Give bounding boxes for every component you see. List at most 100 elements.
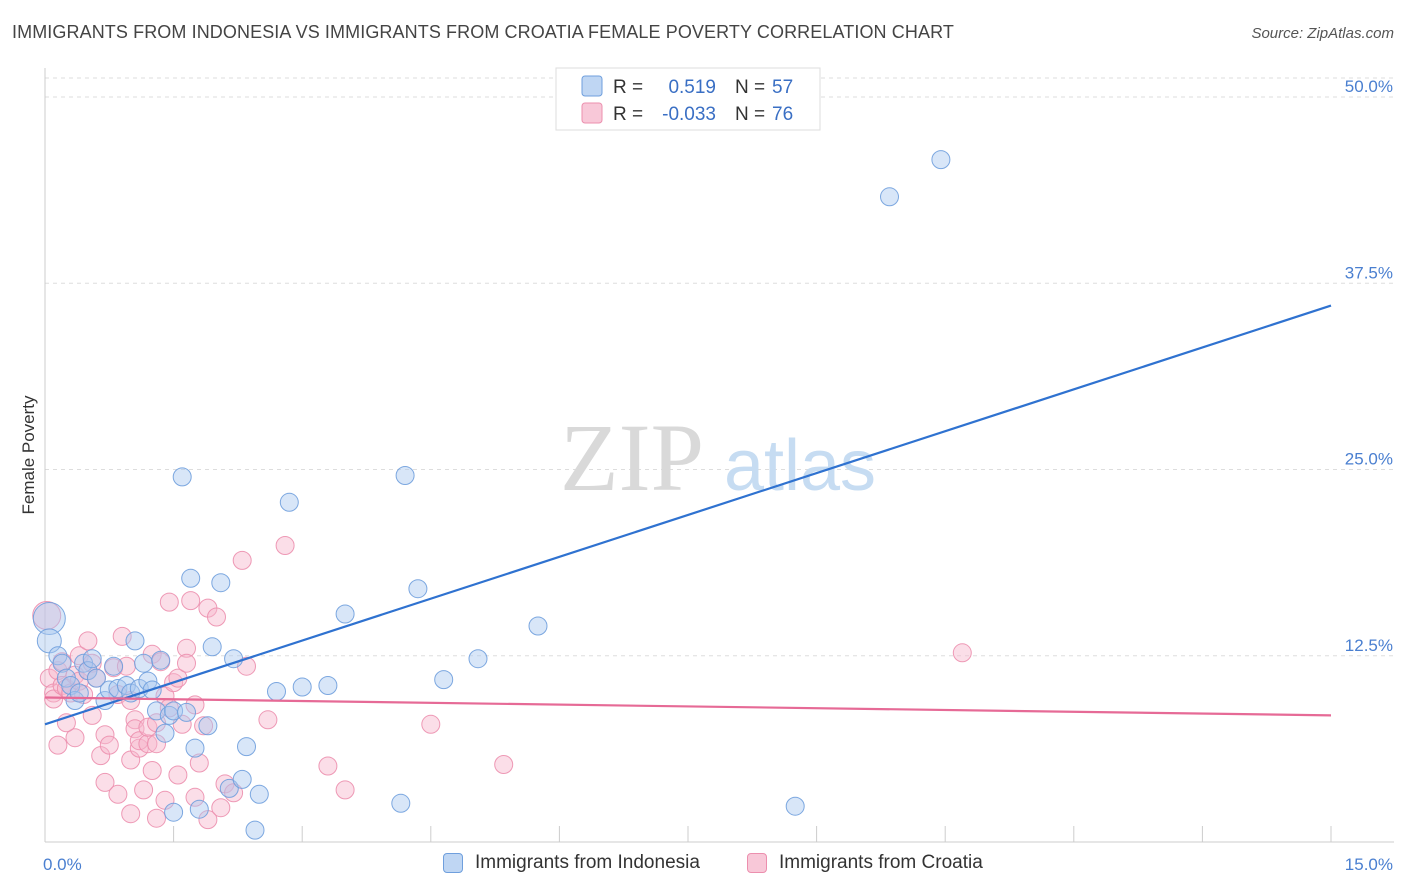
point-croatia xyxy=(181,591,201,611)
legend-r-value-indonesia: 0.519 xyxy=(668,77,716,98)
y-axis-label: Female Poverty xyxy=(19,395,38,515)
point-indonesia xyxy=(185,738,205,758)
y-tick-label: 50.0% xyxy=(1345,77,1393,96)
y-tick-label: 37.5% xyxy=(1345,263,1393,282)
point-croatia xyxy=(48,735,68,755)
legend-n-label-indonesia: N = xyxy=(735,77,765,98)
point-indonesia xyxy=(164,802,184,822)
point-croatia xyxy=(44,689,64,709)
point-indonesia xyxy=(318,676,338,695)
source-label: Source: ZipAtlas.com xyxy=(1251,25,1394,42)
point-indonesia xyxy=(104,656,124,676)
point-indonesia xyxy=(147,701,166,721)
point-croatia xyxy=(318,756,338,776)
point-croatia xyxy=(177,638,196,658)
legend-r-value-croatia: -0.033 xyxy=(662,104,716,125)
point-indonesia xyxy=(95,691,115,710)
x-tick-label: 15.0% xyxy=(1345,855,1393,874)
point-croatia xyxy=(112,626,132,646)
point-indonesia xyxy=(232,769,252,789)
point-indonesia xyxy=(391,793,411,813)
point-indonesia xyxy=(151,650,171,670)
y-tick-label: 25.0% xyxy=(1345,450,1393,469)
trend-layer xyxy=(44,304,1332,726)
point-indonesia xyxy=(279,492,299,512)
watermark-zip: ZIP xyxy=(560,404,704,511)
point-croatia xyxy=(177,653,196,673)
point-indonesia xyxy=(202,637,222,657)
point-croatia xyxy=(65,728,85,748)
point-indonesia xyxy=(249,784,269,804)
point-croatia xyxy=(421,714,441,734)
point-indonesia xyxy=(211,573,231,593)
legend-swatch-croatia xyxy=(581,102,603,124)
point-croatia xyxy=(952,643,972,663)
watermark: ZIP atlas xyxy=(560,404,876,511)
point-croatia xyxy=(335,780,355,800)
point-indonesia xyxy=(335,604,355,624)
legend-swatch-indonesia xyxy=(581,75,603,97)
point-indonesia xyxy=(32,602,66,635)
point-croatia xyxy=(189,753,209,773)
legend-item-croatia[interactable]: Immigrants from Croatia xyxy=(747,852,983,874)
point-indonesia xyxy=(785,796,805,816)
point-indonesia xyxy=(468,649,488,669)
point-croatia xyxy=(258,710,278,730)
point-croatia xyxy=(147,808,166,828)
point-indonesia xyxy=(434,670,454,690)
point-croatia xyxy=(142,761,162,780)
point-croatia xyxy=(138,717,158,737)
point-indonesia xyxy=(237,737,256,757)
point-indonesia xyxy=(931,150,951,170)
point-indonesia xyxy=(155,723,175,743)
point-croatia xyxy=(211,798,231,818)
point-indonesia xyxy=(245,820,265,840)
legend-n-label-croatia: N = xyxy=(735,104,765,125)
point-indonesia xyxy=(528,616,548,636)
legend-bottom-swatch-indonesia xyxy=(443,853,463,873)
legend-bottom-swatch-croatia xyxy=(747,853,767,873)
legend-bottom-label-indonesia: Immigrants from Indonesia xyxy=(475,852,700,873)
point-indonesia xyxy=(181,568,201,588)
legend-bottom: Immigrants from Indonesia Immigrants fro… xyxy=(0,852,1406,878)
legend-item-indonesia[interactable]: Immigrants from Indonesia xyxy=(443,852,700,874)
point-indonesia xyxy=(880,187,899,207)
point-indonesia xyxy=(198,716,218,736)
point-croatia xyxy=(185,787,205,807)
legend-n-value-indonesia: 57 xyxy=(772,77,793,98)
point-indonesia xyxy=(86,668,106,688)
point-indonesia xyxy=(267,682,286,701)
point-croatia xyxy=(494,755,514,774)
point-indonesia xyxy=(82,649,102,669)
watermark-atlas: atlas xyxy=(724,426,876,506)
point-indonesia xyxy=(134,653,154,673)
legend-r-label-croatia: R = xyxy=(613,104,643,125)
point-croatia xyxy=(95,772,115,792)
point-croatia xyxy=(275,536,295,555)
point-croatia xyxy=(155,686,175,706)
trendline-croatia xyxy=(44,696,1332,717)
legend-top: R = 0.519 N = 57 R = -0.033 N = 76 xyxy=(555,67,821,131)
legend-n-value-croatia: 76 xyxy=(772,104,793,125)
point-indonesia xyxy=(125,631,145,651)
point-croatia xyxy=(194,716,214,736)
point-croatia xyxy=(78,631,98,651)
point-croatia xyxy=(99,735,119,755)
trendline-indonesia xyxy=(44,304,1332,726)
point-indonesia xyxy=(172,467,192,487)
point-indonesia xyxy=(292,677,312,697)
point-indonesia xyxy=(219,778,239,798)
point-croatia xyxy=(207,607,226,627)
points-layer xyxy=(32,150,972,840)
point-indonesia xyxy=(177,702,196,722)
point-croatia xyxy=(168,765,188,785)
axis-layer: 12.5% 25.0% 37.5% 50.0% 0.0% 15.0% xyxy=(43,68,1394,874)
point-croatia xyxy=(232,550,252,570)
point-croatia xyxy=(121,804,141,824)
chart-title: IMMIGRANTS FROM INDONESIA VS IMMIGRANTS … xyxy=(12,22,954,42)
point-croatia xyxy=(159,592,179,612)
point-croatia xyxy=(95,725,115,745)
legend-bottom-label-croatia: Immigrants from Croatia xyxy=(779,852,983,873)
grid-layer xyxy=(45,77,1394,657)
